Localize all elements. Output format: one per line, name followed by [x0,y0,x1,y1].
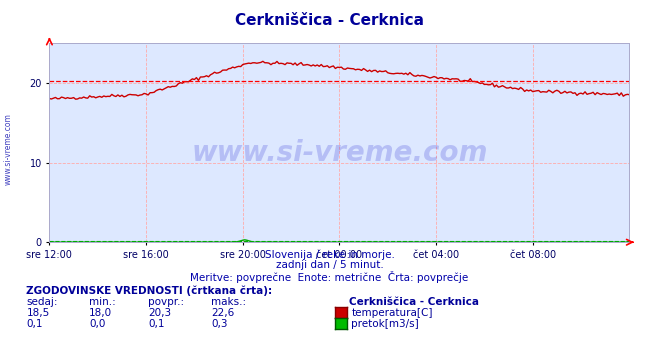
Text: Meritve: povprečne  Enote: metrične  Črta: povprečje: Meritve: povprečne Enote: metrične Črta:… [190,271,469,283]
Text: pretok[m3/s]: pretok[m3/s] [351,319,419,329]
Text: temperatura[C]: temperatura[C] [351,308,433,318]
Text: www.si-vreme.com: www.si-vreme.com [3,113,13,185]
Text: 0,1: 0,1 [148,319,165,329]
Text: www.si-vreme.com: www.si-vreme.com [191,139,488,167]
Text: zadnji dan / 5 minut.: zadnji dan / 5 minut. [275,260,384,270]
Text: 22,6: 22,6 [211,308,234,318]
Text: sedaj:: sedaj: [26,297,58,307]
Text: 18,5: 18,5 [26,308,49,318]
Text: Cerkniščica - Cerknica: Cerkniščica - Cerknica [235,13,424,28]
Text: 20,3: 20,3 [148,308,171,318]
Text: 0,3: 0,3 [211,319,227,329]
Text: povpr.:: povpr.: [148,297,185,307]
Text: ZGODOVINSKE VREDNOSTI (črtkana črta):: ZGODOVINSKE VREDNOSTI (črtkana črta): [26,285,272,296]
Text: Cerkniščica - Cerknica: Cerkniščica - Cerknica [349,297,479,307]
Text: Slovenija / reke in morje.: Slovenija / reke in morje. [264,250,395,260]
Text: 18,0: 18,0 [89,308,112,318]
Text: 0,1: 0,1 [26,319,43,329]
Text: 0,0: 0,0 [89,319,105,329]
Text: min.:: min.: [89,297,116,307]
Text: maks.:: maks.: [211,297,246,307]
